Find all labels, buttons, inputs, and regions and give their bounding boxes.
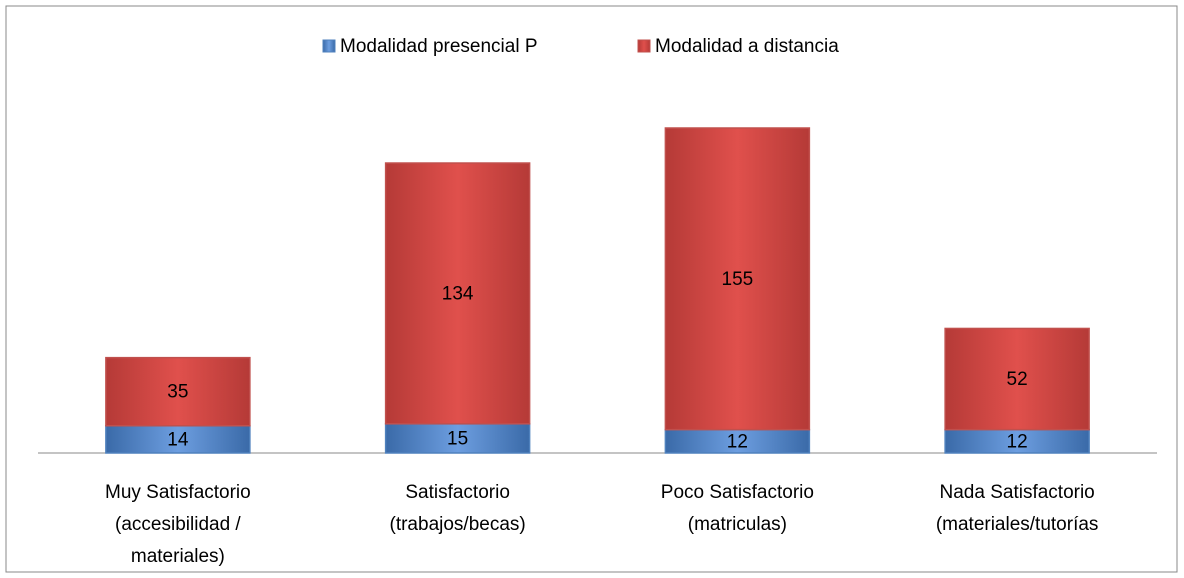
legend-label: Modalidad presencial P	[340, 36, 538, 57]
bar-segment	[664, 127, 811, 431]
chart-frame	[5, 5, 1178, 573]
x-tick-label: Poco Satisfactorio	[661, 482, 814, 503]
value-label: 12	[727, 431, 748, 452]
bar-segment	[384, 162, 531, 425]
x-tick-label: (accesibilidad /	[115, 514, 241, 535]
value-label: 12	[1007, 431, 1028, 452]
value-label: 15	[447, 428, 468, 449]
x-tick-label: Satisfactorio	[405, 482, 510, 503]
value-label: 35	[167, 382, 188, 403]
legend-swatch	[322, 39, 336, 53]
x-tick-label: (materiales/tutorías	[936, 514, 1099, 535]
value-label: 155	[722, 269, 754, 290]
bar-segment	[105, 425, 251, 454]
x-tick-label: (trabajos/becas)	[390, 514, 526, 535]
x-tick-label: Muy Satisfactorio	[105, 482, 251, 503]
value-label: 52	[1007, 369, 1028, 390]
x-tick-label: (matriculas)	[688, 514, 787, 535]
legend-swatch	[637, 39, 651, 53]
x-tick-label: Nada Satisfactorio	[940, 482, 1095, 503]
bar-segment	[105, 356, 251, 427]
bar-segment	[384, 423, 531, 454]
bar-segment	[944, 327, 1090, 431]
legend-label: Modalidad a distancia	[655, 36, 839, 57]
x-tick-label: materiales)	[131, 546, 225, 567]
value-label: 14	[167, 429, 189, 450]
value-label: 134	[442, 283, 474, 304]
